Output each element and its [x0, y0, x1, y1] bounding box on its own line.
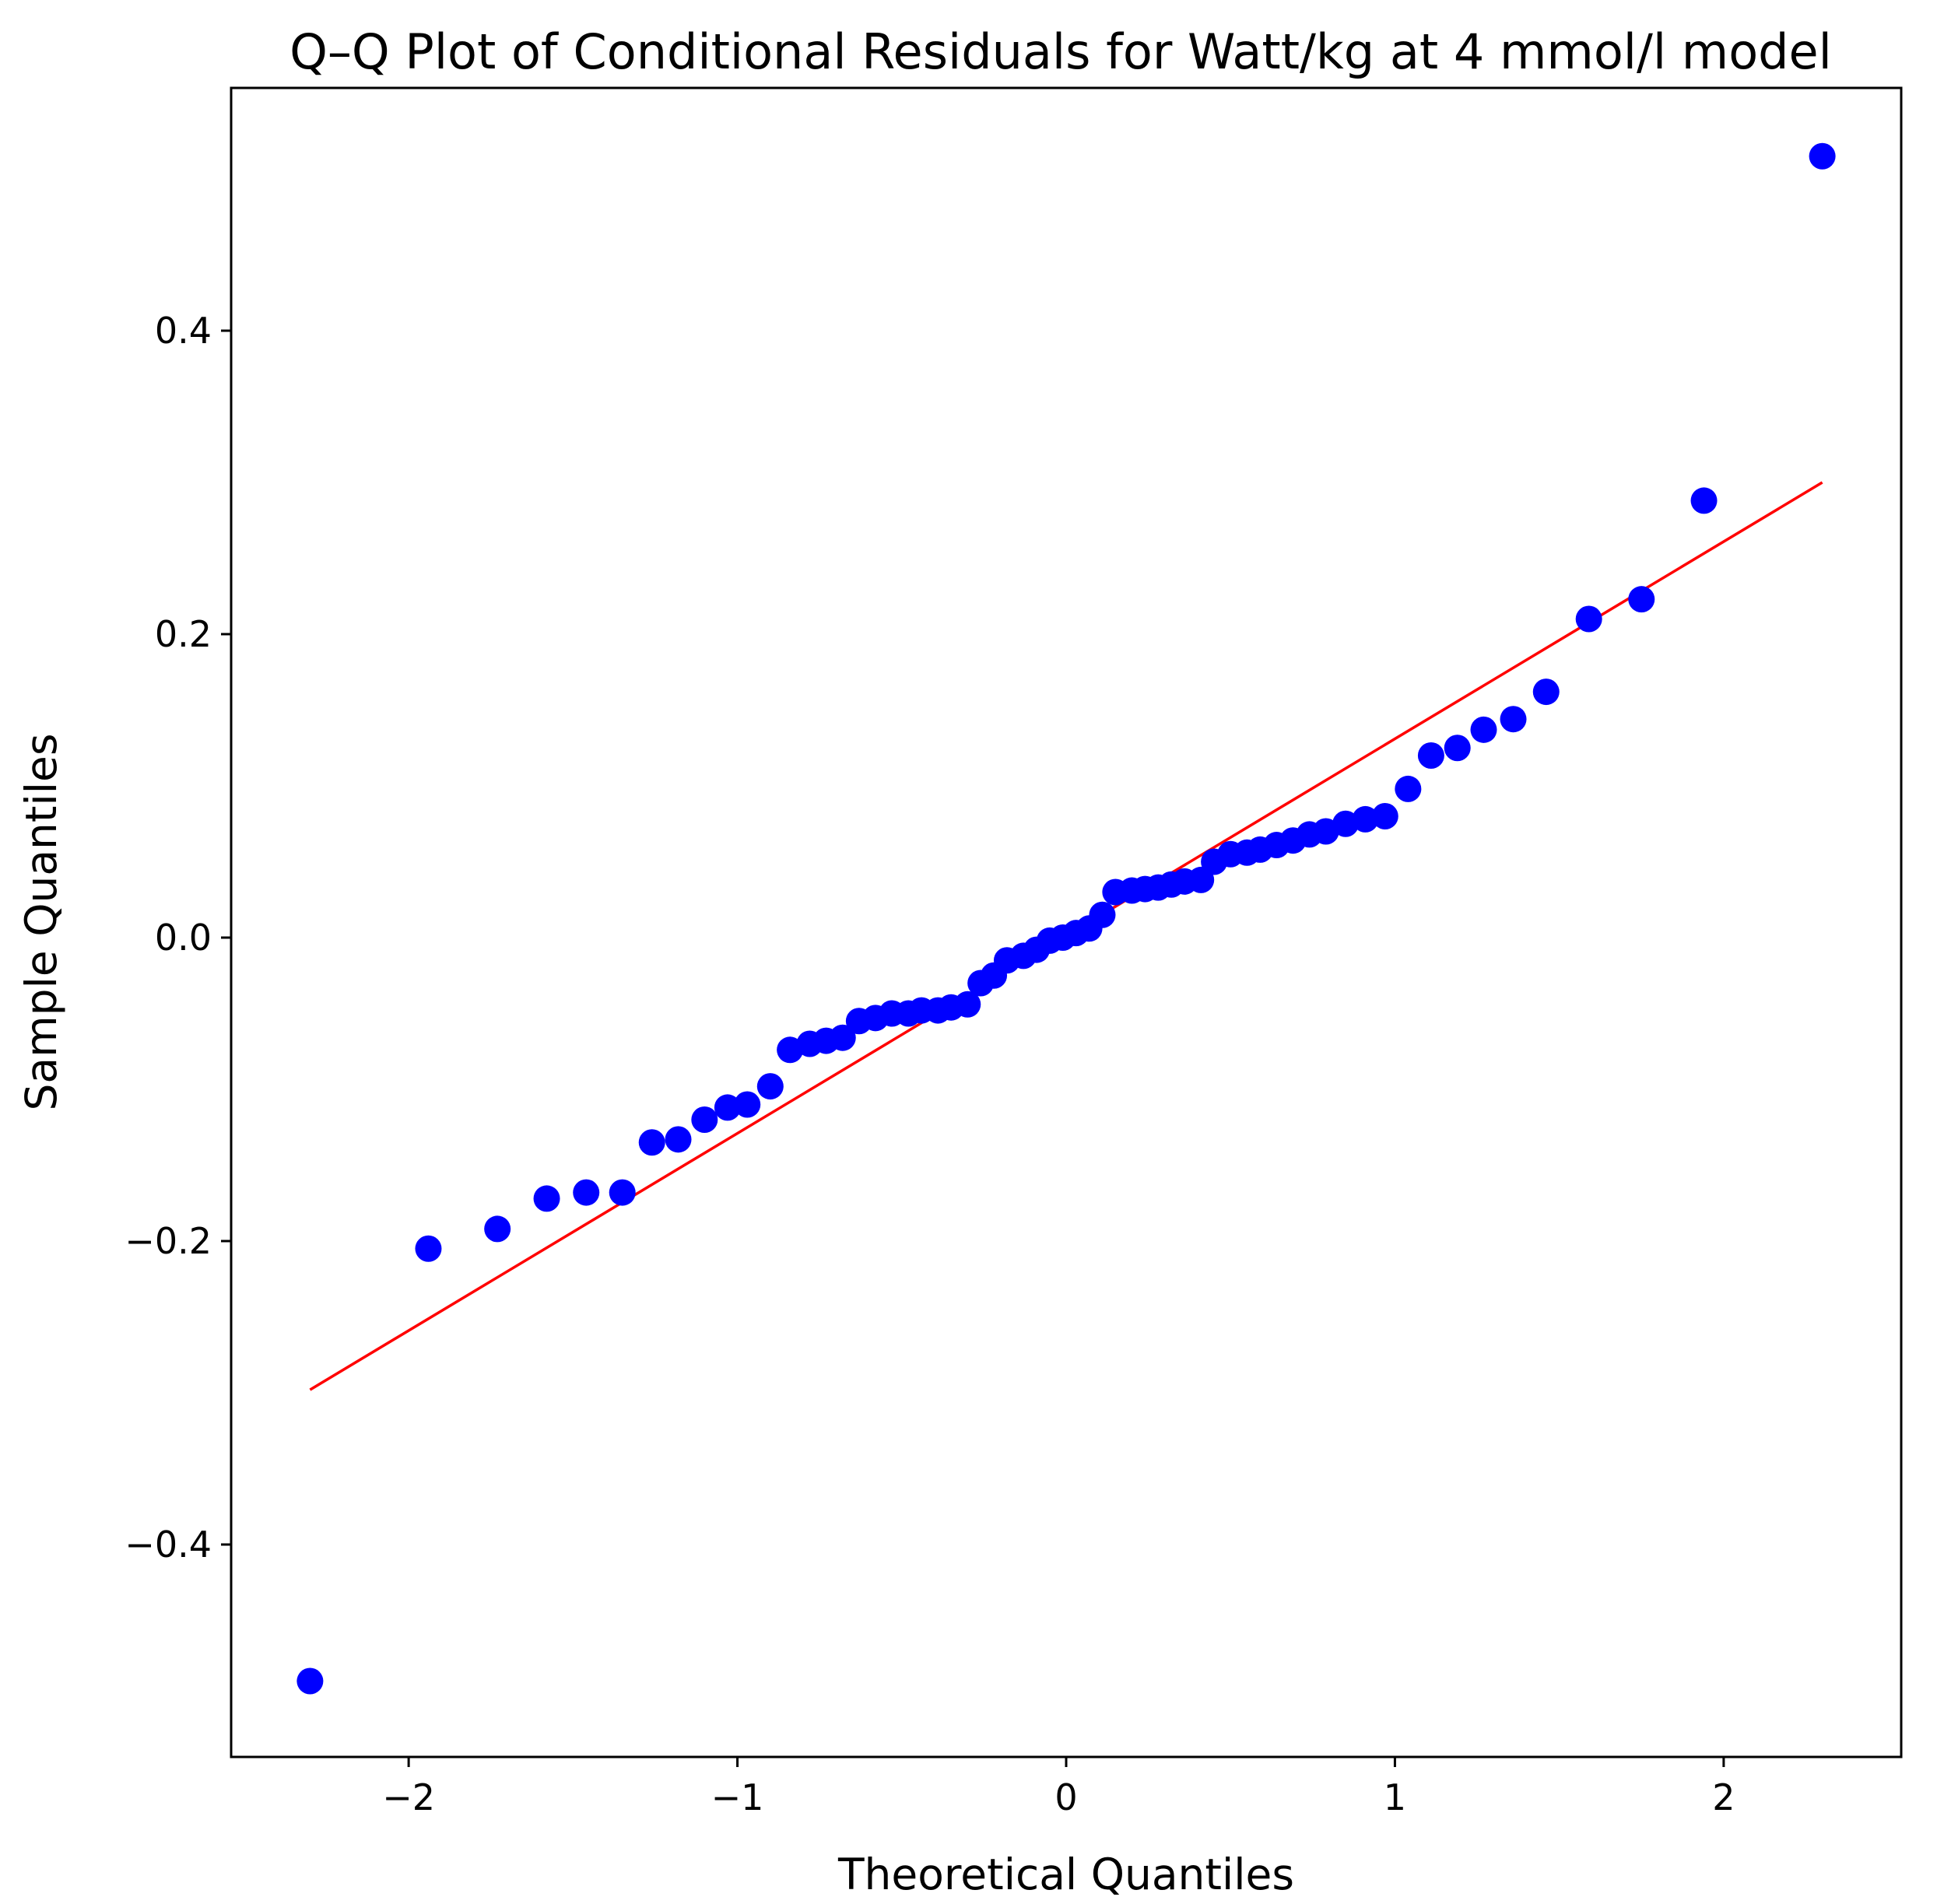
- data-point: [1809, 142, 1836, 170]
- y-tick-label: −0.2: [125, 1220, 212, 1262]
- data-point: [533, 1185, 560, 1212]
- data-point: [1417, 742, 1444, 769]
- data-point: [1371, 803, 1398, 829]
- data-point: [573, 1179, 600, 1206]
- data-point: [1352, 805, 1379, 833]
- data-point: [1690, 487, 1718, 514]
- x-tick-label: 0: [1054, 1776, 1077, 1818]
- data-point: [1575, 605, 1602, 633]
- data-point: [691, 1106, 718, 1133]
- data-point: [484, 1215, 511, 1243]
- y-axis-label: Sample Quantiles: [16, 733, 66, 1110]
- data-point: [1532, 678, 1560, 706]
- data-point: [1444, 735, 1471, 762]
- y-tick-label: 0.2: [155, 613, 212, 655]
- y-tick-label: −0.4: [125, 1524, 212, 1566]
- points-layer: [297, 142, 1836, 1695]
- plot-frame: [230, 86, 1903, 1758]
- y-tick-labels: −0.4 −0.2 0.0 0.2 0.4: [125, 310, 212, 1566]
- data-point: [415, 1235, 442, 1262]
- axis-ticks: [221, 329, 1725, 1767]
- data-point: [1332, 810, 1360, 837]
- data-point: [1470, 716, 1497, 743]
- data-point: [1500, 706, 1527, 733]
- x-tick-label: −1: [711, 1776, 764, 1818]
- data-point: [734, 1091, 761, 1118]
- data-point: [829, 1024, 856, 1051]
- data-point: [638, 1129, 665, 1156]
- data-point: [1628, 586, 1655, 613]
- x-tick-label: −2: [382, 1776, 435, 1818]
- y-tick-label: 0.0: [155, 917, 212, 959]
- data-point: [1395, 775, 1422, 802]
- data-point: [1089, 901, 1116, 928]
- x-tick-label: 2: [1712, 1776, 1735, 1818]
- data-point: [297, 1667, 324, 1695]
- y-tick-label: 0.4: [155, 310, 212, 352]
- x-tick-label: 1: [1384, 1776, 1406, 1818]
- chart-title: Q–Q Plot of Conditional Residuals for Wa…: [289, 23, 1832, 80]
- x-axis-label: Theoretical Quantiles: [837, 1850, 1294, 1899]
- x-tick-labels: −2 −1 0 1 2: [382, 1776, 1735, 1818]
- data-point: [1188, 866, 1215, 893]
- data-point: [756, 1073, 784, 1100]
- data-point: [954, 991, 981, 1018]
- data-point: [665, 1126, 692, 1153]
- data-point: [714, 1094, 741, 1121]
- data-point: [609, 1179, 636, 1206]
